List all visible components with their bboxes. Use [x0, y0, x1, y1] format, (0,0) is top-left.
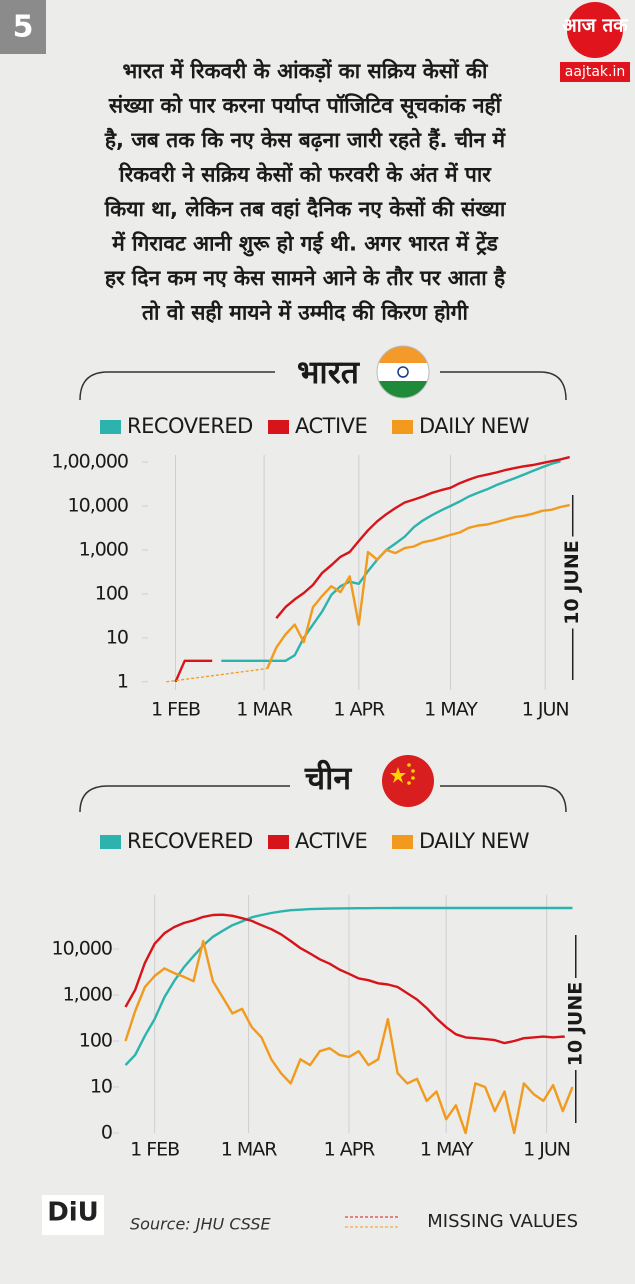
chart: चीन 1 FEB 1 MAR 1 APR 1 MAY 1 JUN 0 10 100 1,000 1…: [52, 759, 587, 1161]
series-line: [124, 913, 573, 1045]
y-tick-label: 10,000: [68, 495, 128, 517]
series-line: [124, 906, 573, 1066]
paragraph: भारत में रिकवरी के आंकड़ों का सक्रिय केस…: [104, 58, 507, 325]
legend-label: DAILY NEW: [419, 414, 530, 438]
paragraph-line: में गिरावट आनी शुरू हो गई थी. अगर भारत म…: [111, 231, 498, 258]
x-tick-label: 1 MAR: [236, 699, 293, 721]
legend-label: DAILY NEW: [419, 829, 530, 853]
india-flag: [376, 345, 430, 399]
x-tick-label: 1 MAR: [221, 1139, 278, 1161]
annotation: 10 JUNE: [564, 982, 586, 1066]
x-tick-label: 1 FEB: [130, 1139, 179, 1161]
legend-swatch: [392, 420, 413, 434]
china-flag: [382, 755, 434, 807]
title-bracket: [79, 371, 567, 813]
x-tick-label: 1 APR: [333, 699, 385, 721]
y-tick-label: 0: [101, 1122, 112, 1144]
logo-site: aajtak.in: [565, 64, 625, 80]
x-tick-label: 1 FEB: [151, 699, 200, 721]
y-tick-label: 10: [106, 626, 128, 648]
chart: भारत 1 FEB 1 MAR 1 APR 1 MAY 1 JUN 1 10 100 1,000…: [51, 353, 584, 721]
missing-values-label: MISSING VALUES: [427, 1211, 578, 1232]
legend-swatch: [392, 835, 413, 849]
paragraph-line: रिकवरी ने सक्रिय केसों को फरवरी के अंत म…: [118, 162, 492, 187]
paragraph-line: किया था, लेकिन तब वहां दैनिक नए केसों की…: [104, 196, 507, 221]
paragraph-line: है, जब तक कि नए केस बढ़ना जारी रहते हैं.…: [104, 127, 507, 152]
x-tick-label: 1 JUN: [522, 699, 569, 721]
y-tick-label: 10,000: [52, 938, 112, 960]
legend-label: RECOVERED: [127, 414, 253, 438]
x-tick-label: 1 JUN: [523, 1139, 570, 1161]
logo-site-box: [560, 62, 630, 82]
badge-box: [0, 0, 46, 54]
paragraph-line: हर दिन कम नए केस सामने आने के तौर पर आता…: [104, 265, 506, 290]
legend-label: RECOVERED: [127, 829, 253, 853]
paragraph-line: संख्या को पार करना पर्याप्त पॉजिटिव सूचक…: [108, 93, 503, 120]
badge: 5: [13, 10, 34, 45]
chart-title: भारत: [297, 353, 361, 391]
series-line: [124, 939, 574, 1135]
y-tick-label: 100: [79, 1030, 112, 1052]
y-tick-label: 1: [117, 670, 128, 692]
y-tick-label: 1,000: [79, 538, 128, 560]
series-line: [221, 460, 561, 662]
legend-swatch: [268, 420, 289, 434]
brand-box: [42, 1195, 104, 1235]
legend-label: ACTIVE: [295, 414, 367, 438]
y-tick-label: 100: [95, 582, 128, 604]
x-tick-label: 1 APR: [324, 1139, 376, 1161]
missing-connector: [166, 667, 268, 683]
x-tick-label: 1 MAY: [420, 1139, 474, 1161]
brand: DiU: [47, 1198, 99, 1228]
y-tick-label: 10: [90, 1076, 112, 1098]
legend-swatch: [268, 835, 289, 849]
paragraph-line: भारत में रिकवरी के आंकड़ों का सक्रिय केस…: [123, 58, 489, 83]
source: Source: JHU CSSE: [130, 1215, 272, 1234]
series-line: [266, 503, 570, 670]
logo-circle: [567, 2, 623, 58]
legend-swatch: [100, 835, 121, 849]
annotation: 10 JUNE: [561, 540, 583, 624]
legend-label: ACTIVE: [295, 829, 367, 853]
y-tick-label: 1,000: [63, 984, 112, 1006]
x-tick-label: 1 MAY: [424, 699, 478, 721]
annotation-bg: [564, 978, 587, 1070]
logo-name: आज तक: [562, 15, 629, 37]
legend-swatch: [100, 420, 121, 434]
chart-title: चीन: [304, 759, 353, 797]
annotation-bg: [561, 536, 584, 629]
paragraph-line: तो वो सही मायने में उम्मीद की किरण होगी: [141, 300, 469, 325]
series-line: [174, 455, 570, 683]
y-tick-label: 1,00,000: [51, 451, 128, 473]
